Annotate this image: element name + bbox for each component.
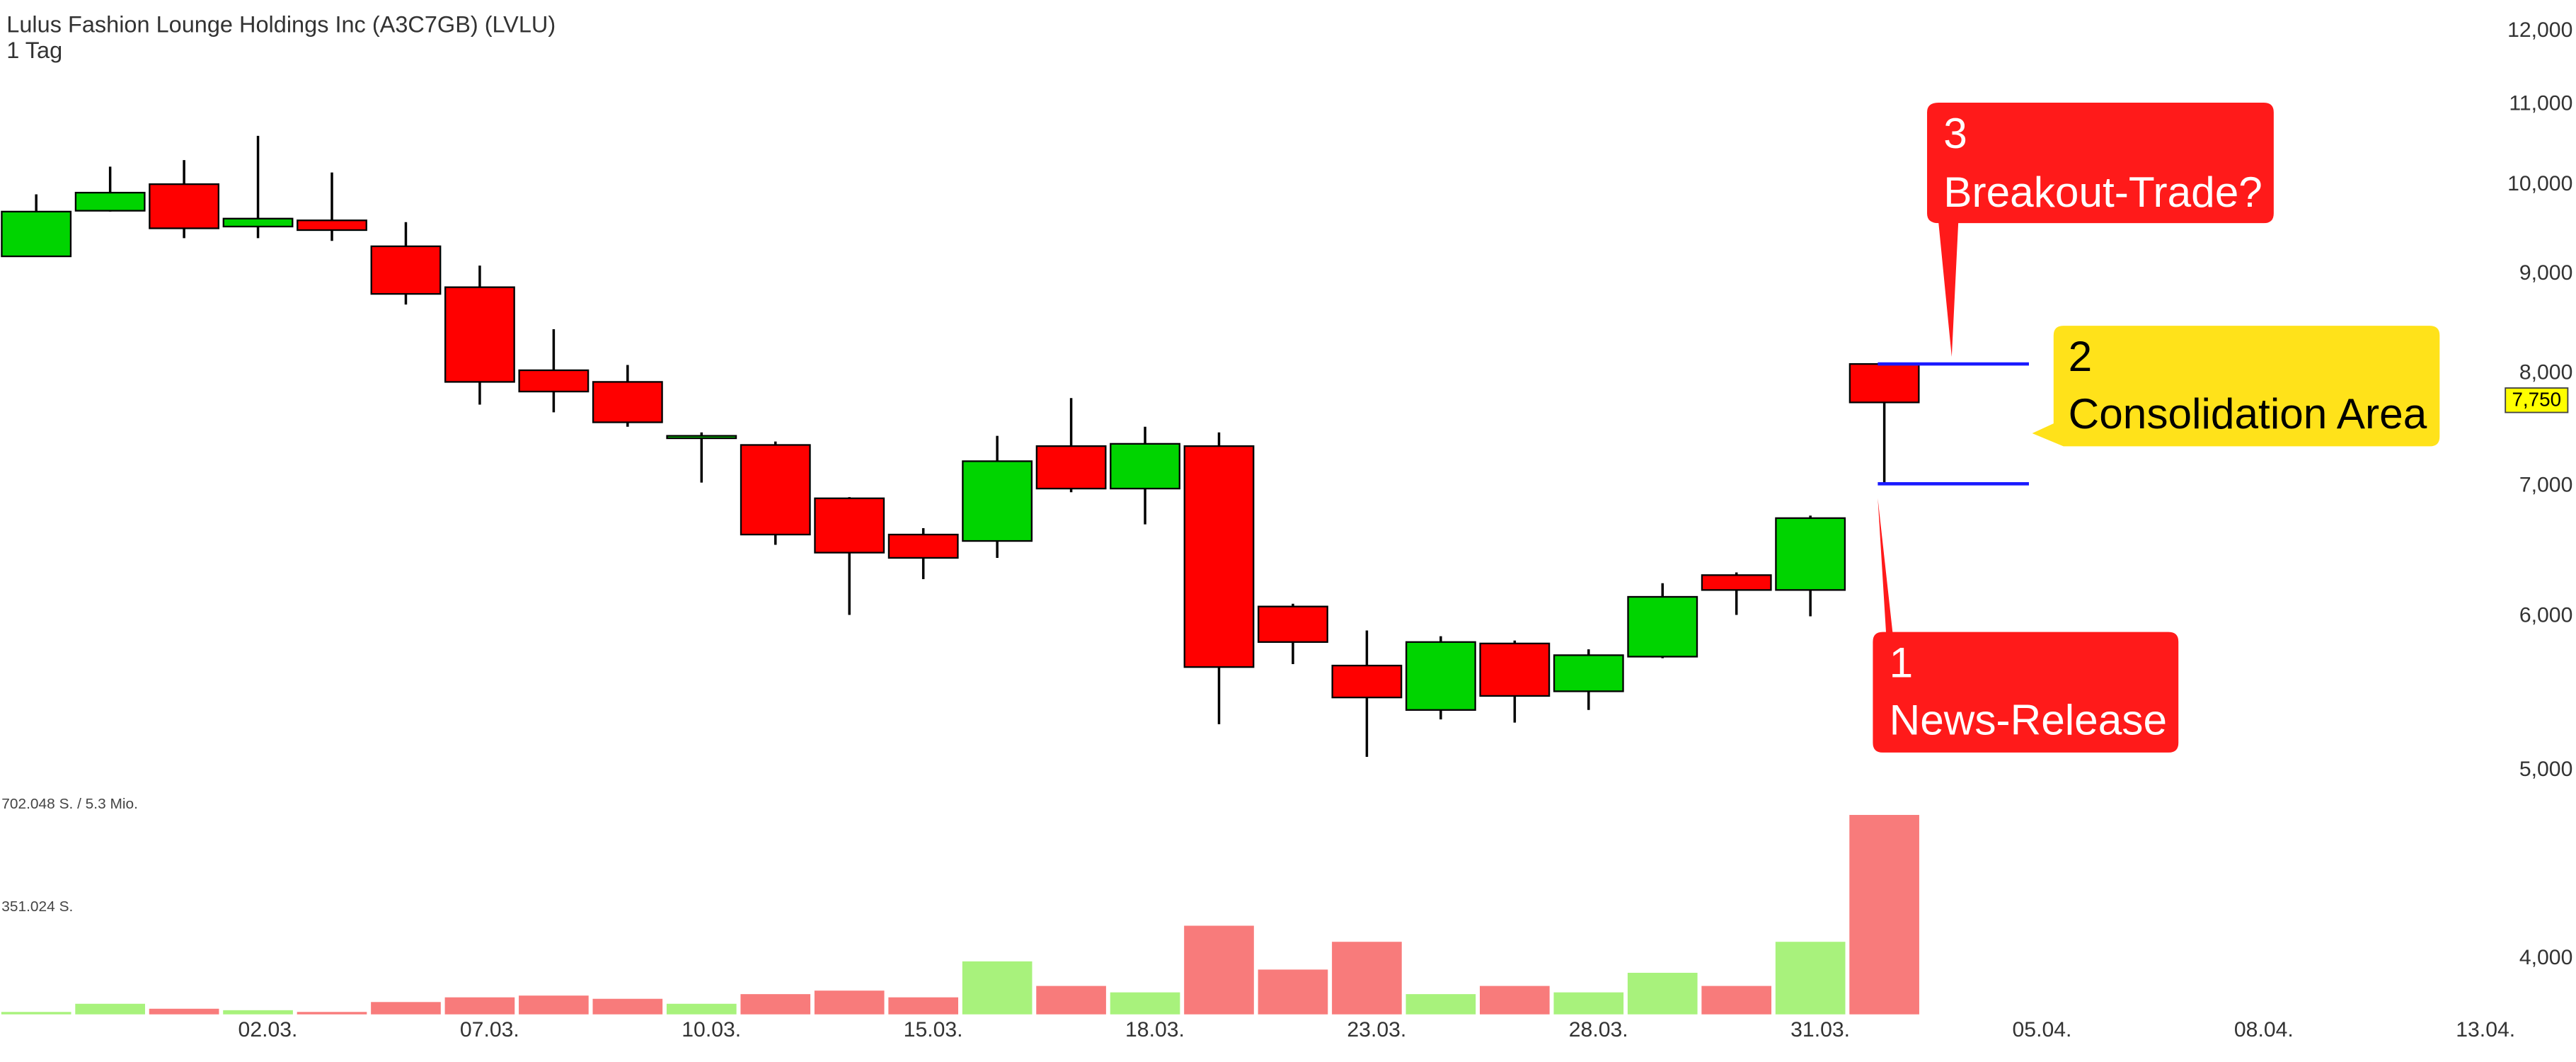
candle-body	[592, 381, 663, 423]
volume-bar	[0, 1011, 72, 1015]
y-tick-label: 10,000	[2507, 172, 2572, 195]
volume-bar	[887, 996, 960, 1015]
volume-tick-label: 702.048 S. / 5.3 Mio.	[1, 796, 138, 812]
candle-body	[1183, 445, 1255, 668]
candle-body	[1479, 642, 1551, 697]
callout-text: News-Release	[1890, 697, 2167, 744]
candle-body	[1627, 595, 1698, 658]
candle-body	[962, 460, 1033, 542]
callout-number: 3	[1943, 110, 1967, 157]
candle-body	[444, 286, 515, 383]
volume-bar	[1701, 985, 1773, 1015]
candle-body	[222, 217, 294, 228]
x-tick-label: 13.04.	[2456, 1018, 2515, 1041]
x-tick-label: 08.04.	[2234, 1018, 2294, 1041]
callout-shape	[2032, 326, 2440, 447]
y-tick-label: 8,000	[2519, 360, 2572, 384]
volume-bar	[369, 1001, 442, 1015]
x-tick-label: 05.04.	[2013, 1018, 2072, 1041]
y-tick-label: 7,000	[2519, 474, 2572, 497]
y-tick-label: 9,000	[2519, 261, 2572, 285]
volume-bar	[74, 1003, 146, 1015]
x-tick-label: 23.03.	[1347, 1018, 1406, 1041]
candle-body	[1258, 605, 1328, 643]
candle-body	[887, 533, 959, 559]
x-tick-label: 18.03.	[1125, 1018, 1185, 1041]
chart-title: Lulus Fashion Lounge Holdings Inc (A3C7G…	[6, 11, 556, 37]
volume-bar	[1774, 941, 1846, 1015]
volume-bar	[1478, 985, 1551, 1015]
chart-subtitle: 1 Tag	[6, 38, 62, 63]
x-tick-label: 28.03.	[1569, 1018, 1628, 1041]
candle-body	[297, 219, 367, 232]
candle-body	[1701, 574, 1772, 591]
volume-bar	[665, 1003, 737, 1015]
callouts	[1873, 102, 2440, 753]
candle-body	[740, 444, 811, 536]
callout-text: Breakout-Trade?	[1943, 169, 2262, 216]
y-tick-label: 11,000	[2509, 92, 2572, 115]
candle-body	[149, 183, 220, 229]
volume-bar	[1553, 991, 1625, 1015]
y-tick-label: 12,000	[2507, 18, 2572, 42]
last-price-box	[2505, 387, 2569, 413]
candle-body	[1035, 445, 1107, 490]
volume-bar	[740, 993, 812, 1015]
volume-bar	[1330, 941, 1403, 1015]
volume-bar	[1035, 985, 1108, 1015]
volume-bar	[296, 1011, 368, 1015]
x-tick-label: 02.03.	[238, 1018, 298, 1041]
volume-bar	[222, 1009, 294, 1015]
callout-shape	[1927, 102, 2274, 357]
candle-body	[370, 245, 442, 295]
y-tick-label: 4,000	[2519, 946, 2572, 969]
volume-bar	[148, 1007, 220, 1015]
volume-bar	[1183, 925, 1255, 1015]
volume-bar	[592, 998, 664, 1015]
volume-bar	[961, 960, 1033, 1015]
x-tick-label: 10.03.	[682, 1018, 741, 1041]
x-tick-label: 31.03.	[1790, 1018, 1850, 1041]
candle-body	[518, 369, 590, 393]
candle-body	[1405, 641, 1476, 711]
volume-bar	[1405, 993, 1477, 1015]
volume-tick-label: 351.024 S.	[1, 898, 73, 915]
candle-body	[666, 435, 737, 440]
candle-body	[1553, 654, 1624, 692]
candle-body	[74, 191, 146, 212]
y-tick-label: 5,000	[2519, 758, 2572, 781]
volume-bar	[1109, 991, 1181, 1015]
volume-bar	[1257, 969, 1329, 1015]
candle-body	[1775, 517, 1846, 591]
callout-text: Consolidation Area	[2069, 390, 2427, 438]
candle-body	[1110, 442, 1180, 490]
volume-bar	[444, 996, 516, 1015]
candle-body	[1, 210, 72, 258]
volume-bar	[1848, 813, 1921, 1015]
volume-bar	[1626, 971, 1698, 1015]
x-tick-label: 15.03.	[904, 1018, 963, 1041]
candle-body	[1331, 664, 1403, 699]
candle-body	[1848, 362, 1920, 404]
candle-body	[814, 497, 885, 554]
callout-number: 2	[2069, 333, 2093, 380]
y-tick-label: 6,000	[2519, 604, 2572, 627]
volume-bar	[517, 995, 590, 1015]
callout-number: 1	[1890, 639, 1914, 687]
x-tick-label: 07.03.	[460, 1018, 519, 1041]
volume-bar	[813, 990, 885, 1015]
callout-shape	[1873, 498, 2179, 753]
last-price-label: 7,750	[2512, 389, 2561, 411]
